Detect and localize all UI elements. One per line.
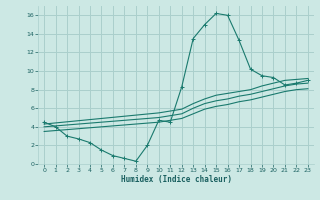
X-axis label: Humidex (Indice chaleur): Humidex (Indice chaleur) [121, 175, 231, 184]
